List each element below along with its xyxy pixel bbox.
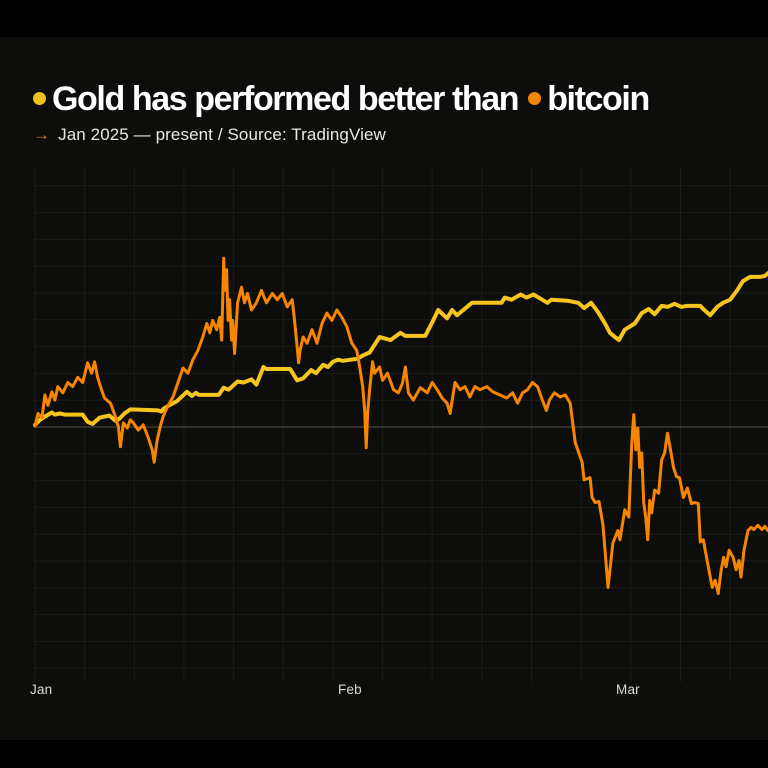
chart-title: Gold has performed better than bitcoin bbox=[33, 80, 763, 118]
bitcoin-legend-dot-icon bbox=[528, 91, 542, 105]
bitcoin-line-series bbox=[33, 256, 768, 596]
chart-card: Gold has performed better than bitcoin → J… bbox=[0, 37, 768, 740]
top-letterbox-band bbox=[0, 0, 768, 37]
subtitle-text: Jan 2025 — present / Source: TradingView bbox=[58, 125, 386, 144]
arrow-right-icon: → bbox=[33, 125, 51, 144]
chart-canvas bbox=[33, 167, 768, 682]
title-text-main: Gold has performed better than bbox=[52, 80, 520, 118]
chart-subtitle: → Jan 2025 — present / Source: TradingVie… bbox=[33, 125, 386, 145]
gold-line-series bbox=[33, 270, 768, 427]
gold-legend-dot-icon bbox=[33, 91, 46, 105]
x-axis-label-feb: Feb bbox=[338, 682, 362, 697]
x-axis-label-mar: Mar bbox=[616, 682, 640, 697]
title-text-bitcoin: bitcoin bbox=[547, 80, 650, 118]
bottom-letterbox-band bbox=[0, 740, 768, 768]
x-axis-label-jan: Jan bbox=[30, 682, 53, 697]
